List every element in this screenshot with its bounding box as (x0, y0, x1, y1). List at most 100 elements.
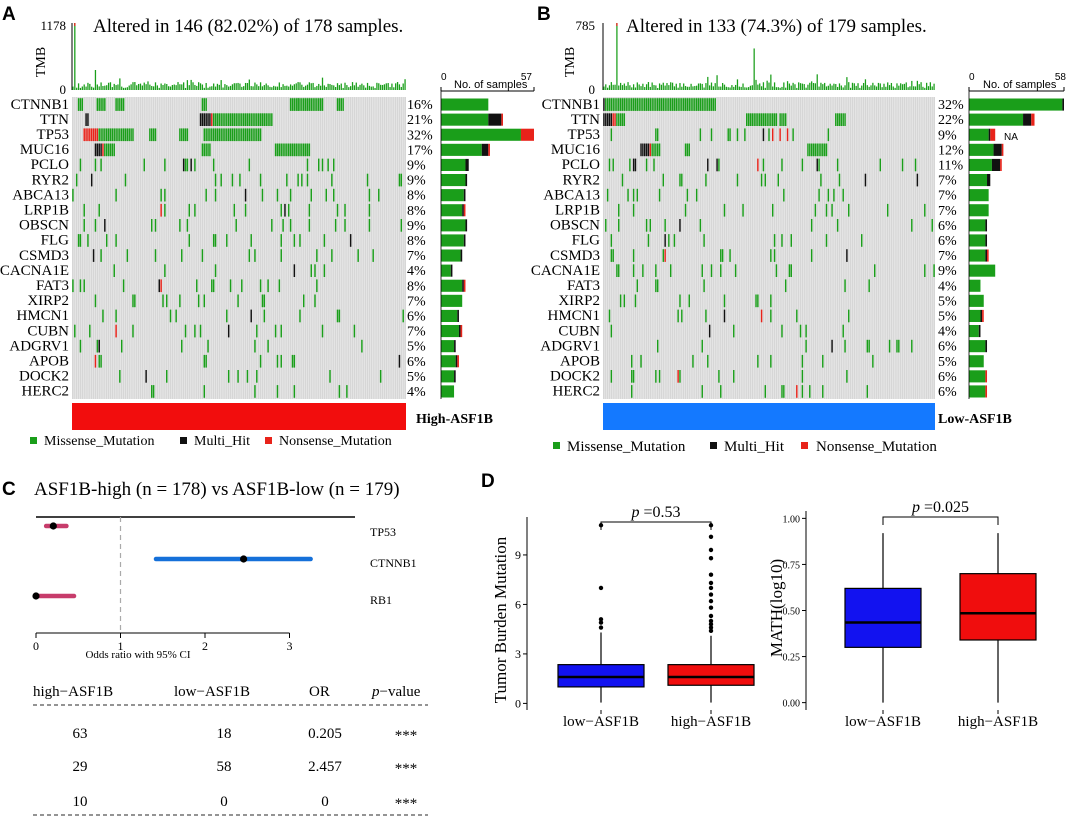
panel-a-mutation-cell (134, 294, 136, 308)
panel-a-count-bar-missense (441, 309, 458, 322)
panel-a-gene-pct: 8% (407, 279, 426, 294)
panel-a-tmb-bar (291, 85, 294, 90)
boxplot-left-outlier (708, 580, 714, 586)
panel-a-tmb-bar (203, 87, 205, 90)
panel-b-tmb-bar (924, 87, 926, 90)
panel-b-mutation-cell (636, 279, 639, 293)
boxplot-left-outlier (708, 585, 714, 591)
panel-b-mutation-cell (801, 354, 804, 368)
panel-a-tmb-bar (348, 87, 350, 90)
panel-a-tmb-bar (235, 83, 237, 90)
panel-b-tmb-bar (853, 83, 855, 90)
panel-b-count-bar-nonsense (985, 385, 988, 398)
panel-a-mutation-cell (331, 249, 333, 262)
boxplot-left-outlier (708, 556, 714, 561)
panel-b-mutation-cell (833, 188, 835, 202)
panel-a-mutation-cell (207, 143, 209, 157)
panel-a-mutation-cell (304, 143, 307, 157)
boxplot-left-outlier (708, 605, 714, 610)
panel-b-tmb-bar (733, 86, 735, 90)
boxplot-left-pvalue: p =0.53 (630, 504, 680, 521)
panel-c-header-high: high−ASF1B (33, 684, 113, 700)
panel-a-tmb-bar (280, 87, 282, 90)
panel-a-mutation-cell (94, 294, 97, 308)
forest-x-tick-label: 3 (287, 639, 293, 653)
panel-a-mutation-cell (306, 173, 309, 187)
panel-a-mutation-cell (205, 98, 207, 111)
panel-a-mutation-cell (254, 113, 256, 126)
table-cell-sig: *** (395, 796, 418, 812)
panel-a-mutation-cell (256, 324, 258, 338)
panel-b-count-bar-multi (988, 128, 991, 141)
panel-a-tmb-bar (79, 87, 82, 90)
panel-b-tmb-bar (933, 83, 935, 90)
panel-a-tmb-bar (98, 86, 100, 90)
panel-a-tmb-bar (293, 84, 295, 90)
panel-a-count-bar-nonsense (463, 204, 466, 217)
panel-a-tmb-bar (261, 86, 264, 90)
panel-b-tmb-bar (644, 87, 646, 90)
panel-b-tmb-bar (696, 85, 698, 90)
panel-a-tmb-bar (355, 82, 357, 90)
panel-a-mutation-cell (274, 143, 277, 157)
panel-a-gene-pct: 6% (407, 309, 426, 324)
panel-a-count-bar-missense (441, 113, 489, 126)
panel-a-mutation-cell (184, 158, 187, 172)
panel-a-mutation-cell (166, 294, 168, 308)
panel-b-mutation-cell (605, 219, 607, 232)
panel-a-mutation-cell (120, 339, 123, 353)
panel-b-tmb-bar (621, 85, 624, 90)
panel-b-nsamp-min: 0 (969, 72, 975, 83)
panel-d-letter: D (481, 471, 495, 492)
panel-b-mutation-cell (838, 173, 841, 187)
panel-a-mutation-cell (207, 113, 209, 126)
panel-a-mutation-cell (276, 188, 279, 202)
panel-a-mutation-cell (214, 188, 217, 202)
panel-a-mutation-cell (259, 354, 262, 368)
panel-a-mutation-cell (301, 98, 303, 111)
panel-a-tmb-bar (81, 86, 83, 90)
panel-a-mutation-cell (250, 309, 252, 323)
panel-a-mutation-cell (329, 370, 331, 383)
panel-b-tmb-bar (690, 83, 692, 90)
panel-a-tmb-bar (263, 85, 265, 90)
boxplot-right-y-tick-label: 0.25 (783, 653, 801, 664)
panel-b-mutation-cell (644, 143, 646, 157)
panel-a-mutation-cell (259, 173, 262, 187)
panel-b-mutation-cell (755, 294, 757, 308)
panel-b-mutation-cell (810, 143, 813, 157)
panel-a-mutation-cell (164, 264, 166, 277)
panel-b-mutation-cell (642, 98, 644, 111)
panel-b-gene-pct: 9% (938, 264, 957, 279)
panel-b-gene-pct: 6% (938, 219, 957, 234)
panel-b-mutation-cell (872, 354, 874, 368)
panel-b-tmb-bar (870, 85, 872, 90)
panel-b-mutation-cell (742, 203, 744, 217)
panel-b-tmb-bar (900, 83, 902, 90)
panel-a-mutation-cell (263, 113, 266, 126)
panel-b-tmb-bar (768, 82, 770, 90)
panel-b-tmb-bar (894, 87, 896, 90)
panel-b-mutation-cell (699, 98, 702, 111)
panel-b-tmb-bar (812, 83, 815, 90)
panel-b-tmb-bar (625, 85, 627, 90)
panel-a-count-bar-missense (441, 249, 461, 262)
panel-a-mutation-cell (87, 113, 89, 126)
panel-a-mutation-cell (181, 249, 183, 262)
panel-a-mutation-cell (81, 98, 84, 111)
panel-b-count-bar-multi (985, 249, 988, 262)
panel-a-mutation-cell (115, 98, 117, 111)
panel-b-mutation-cell (757, 294, 759, 308)
panel-b-mutation-cell (911, 219, 913, 232)
panel-b-tmb-bar-top (616, 23, 618, 26)
panel-b-mutation-cell (801, 158, 804, 172)
panel-a-tmb-bar (121, 86, 123, 90)
panel-b-mutation-cell (634, 294, 637, 308)
panel-a-mutation-cell (98, 98, 100, 111)
panel-b-mutation-cell (764, 385, 767, 398)
panel-b-count-bar-nonsense (982, 309, 984, 322)
forest-gene-label: RB1 (370, 593, 392, 607)
panel-a-mutation-cell (357, 249, 359, 262)
panel-b-tmb-bar (692, 86, 694, 90)
panel-a-tmb-bar (169, 86, 172, 90)
